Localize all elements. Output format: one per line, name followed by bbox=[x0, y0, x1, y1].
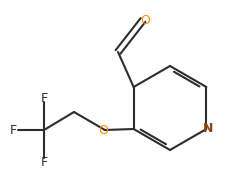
Text: F: F bbox=[9, 124, 17, 136]
Text: F: F bbox=[40, 91, 48, 104]
Text: O: O bbox=[98, 124, 108, 136]
Text: O: O bbox=[140, 14, 150, 26]
Text: N: N bbox=[203, 123, 214, 135]
Text: F: F bbox=[40, 156, 48, 168]
